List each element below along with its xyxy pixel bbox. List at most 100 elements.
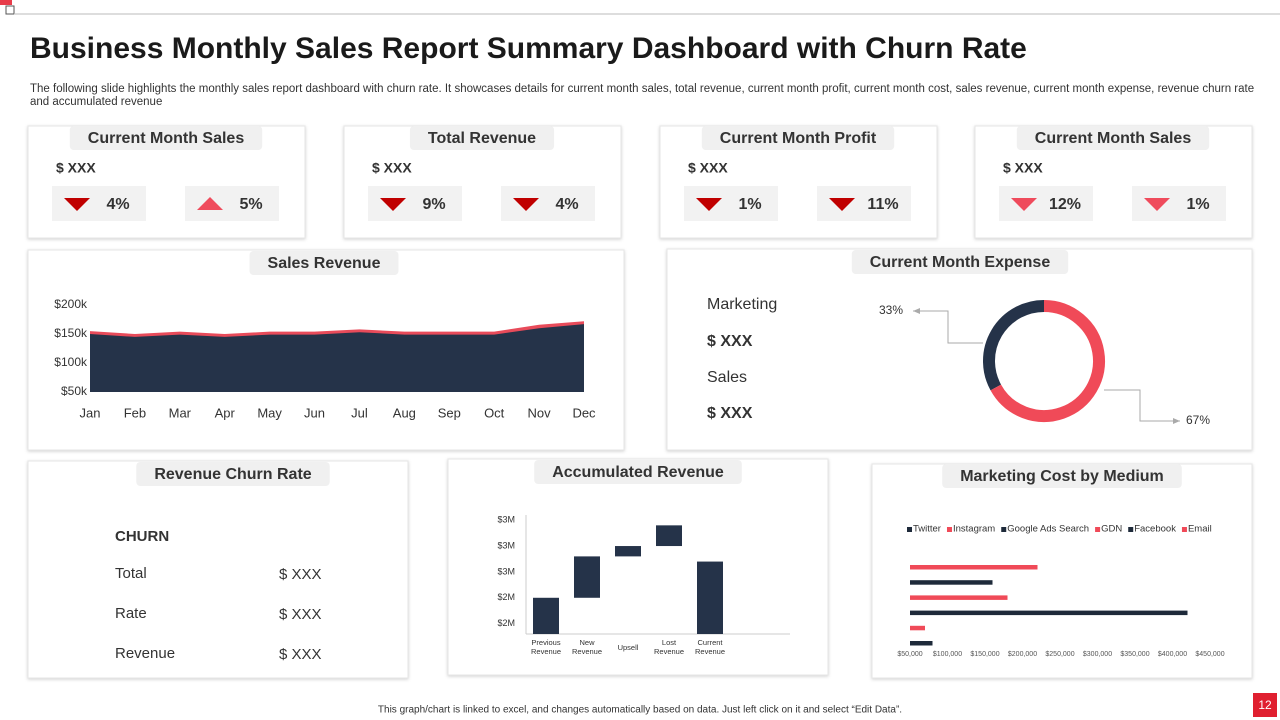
bar [910,641,933,646]
kpi-value: $ XXX [688,160,728,176]
indicator-text: 9% [422,196,445,213]
bar [910,580,993,585]
donut-label: 33% [879,303,903,317]
donut-segment [983,300,1045,391]
card-title: Marketing Cost by Medium [960,468,1164,485]
y-tick-label: $3M [497,515,515,525]
card-title-bg [942,464,1182,488]
card [666,248,1253,451]
x-tick-label: $100,000 [933,651,962,658]
x-tick-label: Aug [393,405,416,420]
churn-value: $ XXX [279,646,322,663]
churn-label: Revenue [115,645,175,662]
expense-value: $ XXX [707,333,753,350]
bar [910,565,1038,570]
card-title-bg [1016,126,1210,150]
legend-label: GDN [1101,524,1122,535]
y-tick-label: $200k [54,297,88,311]
waterfall-bar [615,546,641,557]
card-title-bg [136,462,330,486]
legend-swatch [1095,527,1101,532]
expense-label: Marketing [707,296,777,313]
x-tick-label: Dec [572,405,596,420]
area [90,324,584,392]
legend-swatch [1128,527,1134,532]
trend-arrow [1011,198,1037,211]
x-tick-label: Apr [215,405,236,420]
card-title: Current Month Sales [1035,130,1192,147]
x-tick-label: Jul [351,405,368,420]
x-tick-label: $450,000 [1195,651,1224,658]
card-title: Current Month Expense [870,254,1051,271]
x-tick-label: $50,000 [897,651,922,658]
trend-arrow [197,197,223,210]
bar [910,625,925,631]
indicator-box [368,186,462,221]
kpi-value: $ XXX [56,160,96,176]
indicator-text: 4% [555,196,578,213]
waterfall-bar [656,525,682,547]
churn-value: $ XXX [279,606,322,623]
trend-arrow [1144,198,1170,211]
x-tick-label: Lost Revenue [654,638,684,656]
trend-arrow [829,198,855,211]
trend-arrow [64,198,90,211]
legend-label: Facebook [1134,524,1176,535]
expense-label: Sales [707,369,747,386]
leader-arrow [1173,418,1180,424]
donut-label: 67% [1186,413,1210,427]
legend-swatch [907,527,912,532]
trend-arrow [380,198,406,211]
card [447,458,829,676]
waterfall-bar [574,556,600,598]
card-title-bg [851,250,1069,274]
y-tick-label: $3M [497,566,515,576]
x-tick-label: Jan [80,405,101,420]
indicator-box [501,186,595,221]
leader-arrow [913,308,920,314]
legend-swatch [1001,527,1007,532]
indicator-text: 12% [1049,196,1081,213]
indicator-text: 4% [106,196,129,213]
card-title-bg [534,460,742,484]
kpi-value: $ XXX [1003,160,1043,176]
indicator-box [684,186,778,221]
indicator-box [1132,186,1226,221]
x-tick-label: Sep [438,405,461,420]
trend-arrow [513,198,539,211]
x-tick-label: Previous Revenue [531,638,561,656]
corner-mark [0,0,12,5]
card-title: Accumulated Revenue [552,464,724,481]
page-number: 12 [1258,698,1272,712]
x-tick-label: $150,000 [970,651,999,658]
kpi-value: $ XXX [372,160,412,176]
card-title: Sales Revenue [268,255,381,272]
indicator-text: 5% [239,196,262,213]
x-tick-label: Jun [304,405,325,420]
card-title-bg [701,126,895,150]
legend-label: Instagram [953,524,995,535]
card-title: Revenue Churn Rate [154,466,311,483]
donut-segment [990,300,1105,422]
x-tick-label: Mar [169,405,192,420]
card-title-bg [409,126,555,150]
x-tick-label: $250,000 [1045,651,1074,658]
slide-subtitle: The following slide highlights the month… [30,83,1255,108]
x-tick-label: Nov [528,405,552,420]
x-tick-label: $350,000 [1120,651,1149,658]
y-tick-label: $50k [61,384,88,398]
indicator-text: 1% [1186,196,1209,213]
corner-mark [5,5,15,15]
y-tick-label: $2M [497,618,515,628]
x-tick-label: May [257,405,282,420]
trend-arrow [696,198,722,211]
x-tick-label: $400,000 [1158,651,1187,658]
bar [910,595,1008,600]
legend-swatch [1181,527,1187,532]
legend-swatch [946,527,952,532]
y-tick-label: $2M [497,592,515,602]
churn-label: Total [115,565,147,582]
card [27,460,409,679]
